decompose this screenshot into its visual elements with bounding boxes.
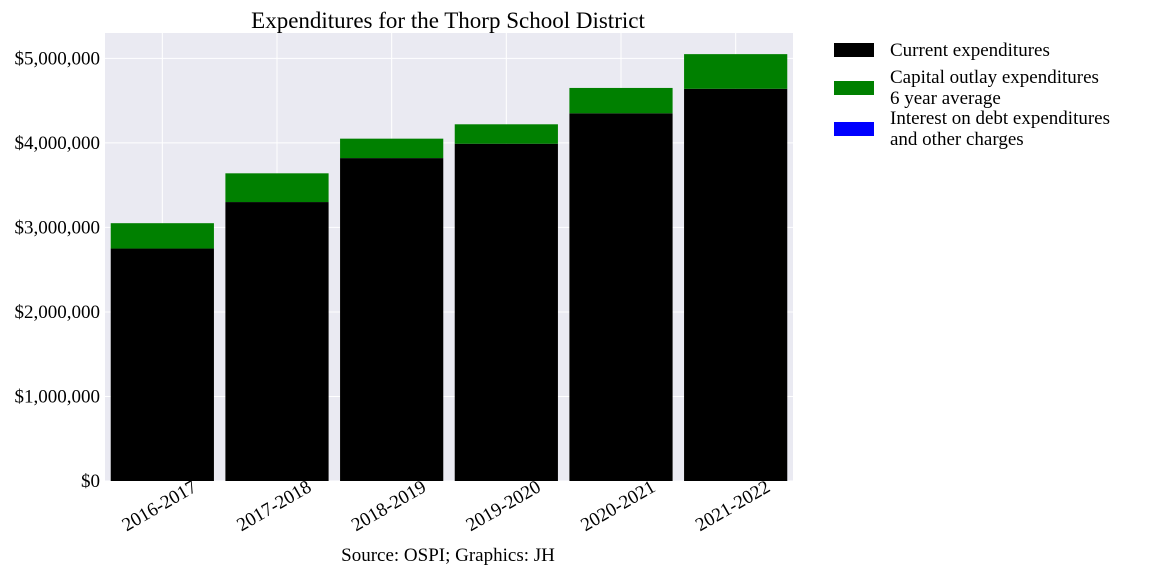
bar-series-1 — [110, 223, 214, 249]
y-tick-label: $2,000,000 — [15, 302, 101, 323]
x-tick-label: 2018-2019 — [348, 477, 430, 536]
bar-series-1 — [340, 138, 444, 159]
x-tick-label: 2016-2017 — [119, 477, 201, 536]
chart-caption: Source: OSPI; Graphics: JH — [341, 545, 555, 566]
plot-area — [105, 33, 793, 481]
bar-series-0 — [569, 113, 673, 482]
x-tick-label: 2017-2018 — [233, 477, 315, 536]
bar-series-0 — [454, 143, 558, 482]
legend-swatch — [834, 43, 874, 57]
bars — [110, 54, 788, 482]
bar-series-0 — [110, 248, 214, 481]
legend-swatch — [834, 122, 874, 136]
x-tick-label: 2021-2022 — [692, 477, 774, 536]
x-tick-label: 2020-2021 — [577, 477, 659, 536]
bar-series-1 — [569, 87, 673, 114]
bar-series-1 — [225, 173, 329, 203]
legend-label: Current expenditures — [890, 40, 1050, 61]
chart-title: Expenditures for the Thorp School Distri… — [251, 8, 645, 33]
bar-series-1 — [684, 54, 788, 89]
y-tick-label: $5,000,000 — [15, 48, 101, 69]
x-axis: 2016-2017 2017-2018 2018-2019 2019-2020 2020… — [119, 477, 774, 536]
bar-series-0 — [225, 202, 329, 481]
y-tick-label: $3,000,000 — [15, 217, 101, 238]
legend: Current expenditures Capital outlay expen… — [834, 40, 1110, 150]
y-axis: $0 $1,000,000 $2,000,000 $3,000,000 $4,000,0… — [15, 48, 101, 492]
legend-label: Interest on debt expenditures and other c… — [890, 108, 1110, 150]
y-tick-label: $4,000,000 — [15, 133, 101, 154]
bar-series-0 — [340, 158, 444, 482]
bar-series-1 — [454, 124, 558, 144]
y-tick-label: $1,000,000 — [15, 386, 101, 407]
y-tick-label: $0 — [81, 471, 100, 492]
x-tick-label: 2019-2020 — [463, 477, 545, 536]
legend-label: Capital outlay expenditures 6 year averag… — [890, 67, 1099, 109]
bar-series-0 — [684, 88, 788, 481]
legend-swatch — [834, 81, 874, 95]
